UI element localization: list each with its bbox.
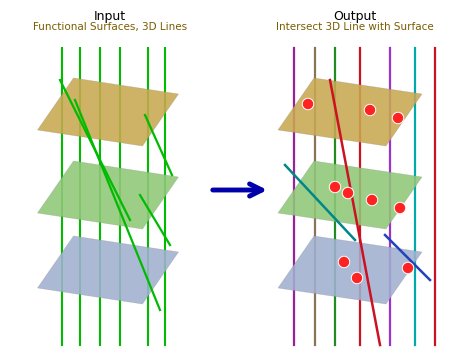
Circle shape — [343, 188, 352, 197]
Circle shape — [403, 262, 414, 274]
Polygon shape — [278, 161, 422, 229]
Circle shape — [342, 187, 353, 199]
Polygon shape — [38, 78, 178, 146]
Circle shape — [365, 104, 376, 116]
Polygon shape — [278, 236, 422, 304]
Circle shape — [395, 203, 405, 213]
Circle shape — [331, 183, 339, 191]
Circle shape — [304, 100, 313, 109]
Circle shape — [366, 195, 377, 205]
Polygon shape — [38, 236, 178, 304]
Circle shape — [352, 273, 362, 283]
Circle shape — [339, 257, 348, 266]
Circle shape — [394, 113, 403, 122]
Polygon shape — [38, 161, 178, 229]
Text: Intersect 3D Line with Surface: Intersect 3D Line with Surface — [276, 22, 434, 32]
Polygon shape — [278, 78, 422, 146]
Circle shape — [395, 204, 405, 213]
Text: Input: Input — [94, 10, 126, 23]
Circle shape — [338, 257, 350, 268]
Circle shape — [366, 105, 375, 114]
Text: Functional Surfaces, 3D Lines: Functional Surfaces, 3D Lines — [33, 22, 187, 32]
Circle shape — [367, 196, 376, 204]
Circle shape — [404, 264, 413, 273]
Circle shape — [392, 113, 404, 123]
Circle shape — [352, 274, 361, 283]
Circle shape — [303, 99, 313, 109]
Text: Output: Output — [333, 10, 376, 23]
Circle shape — [329, 182, 341, 192]
